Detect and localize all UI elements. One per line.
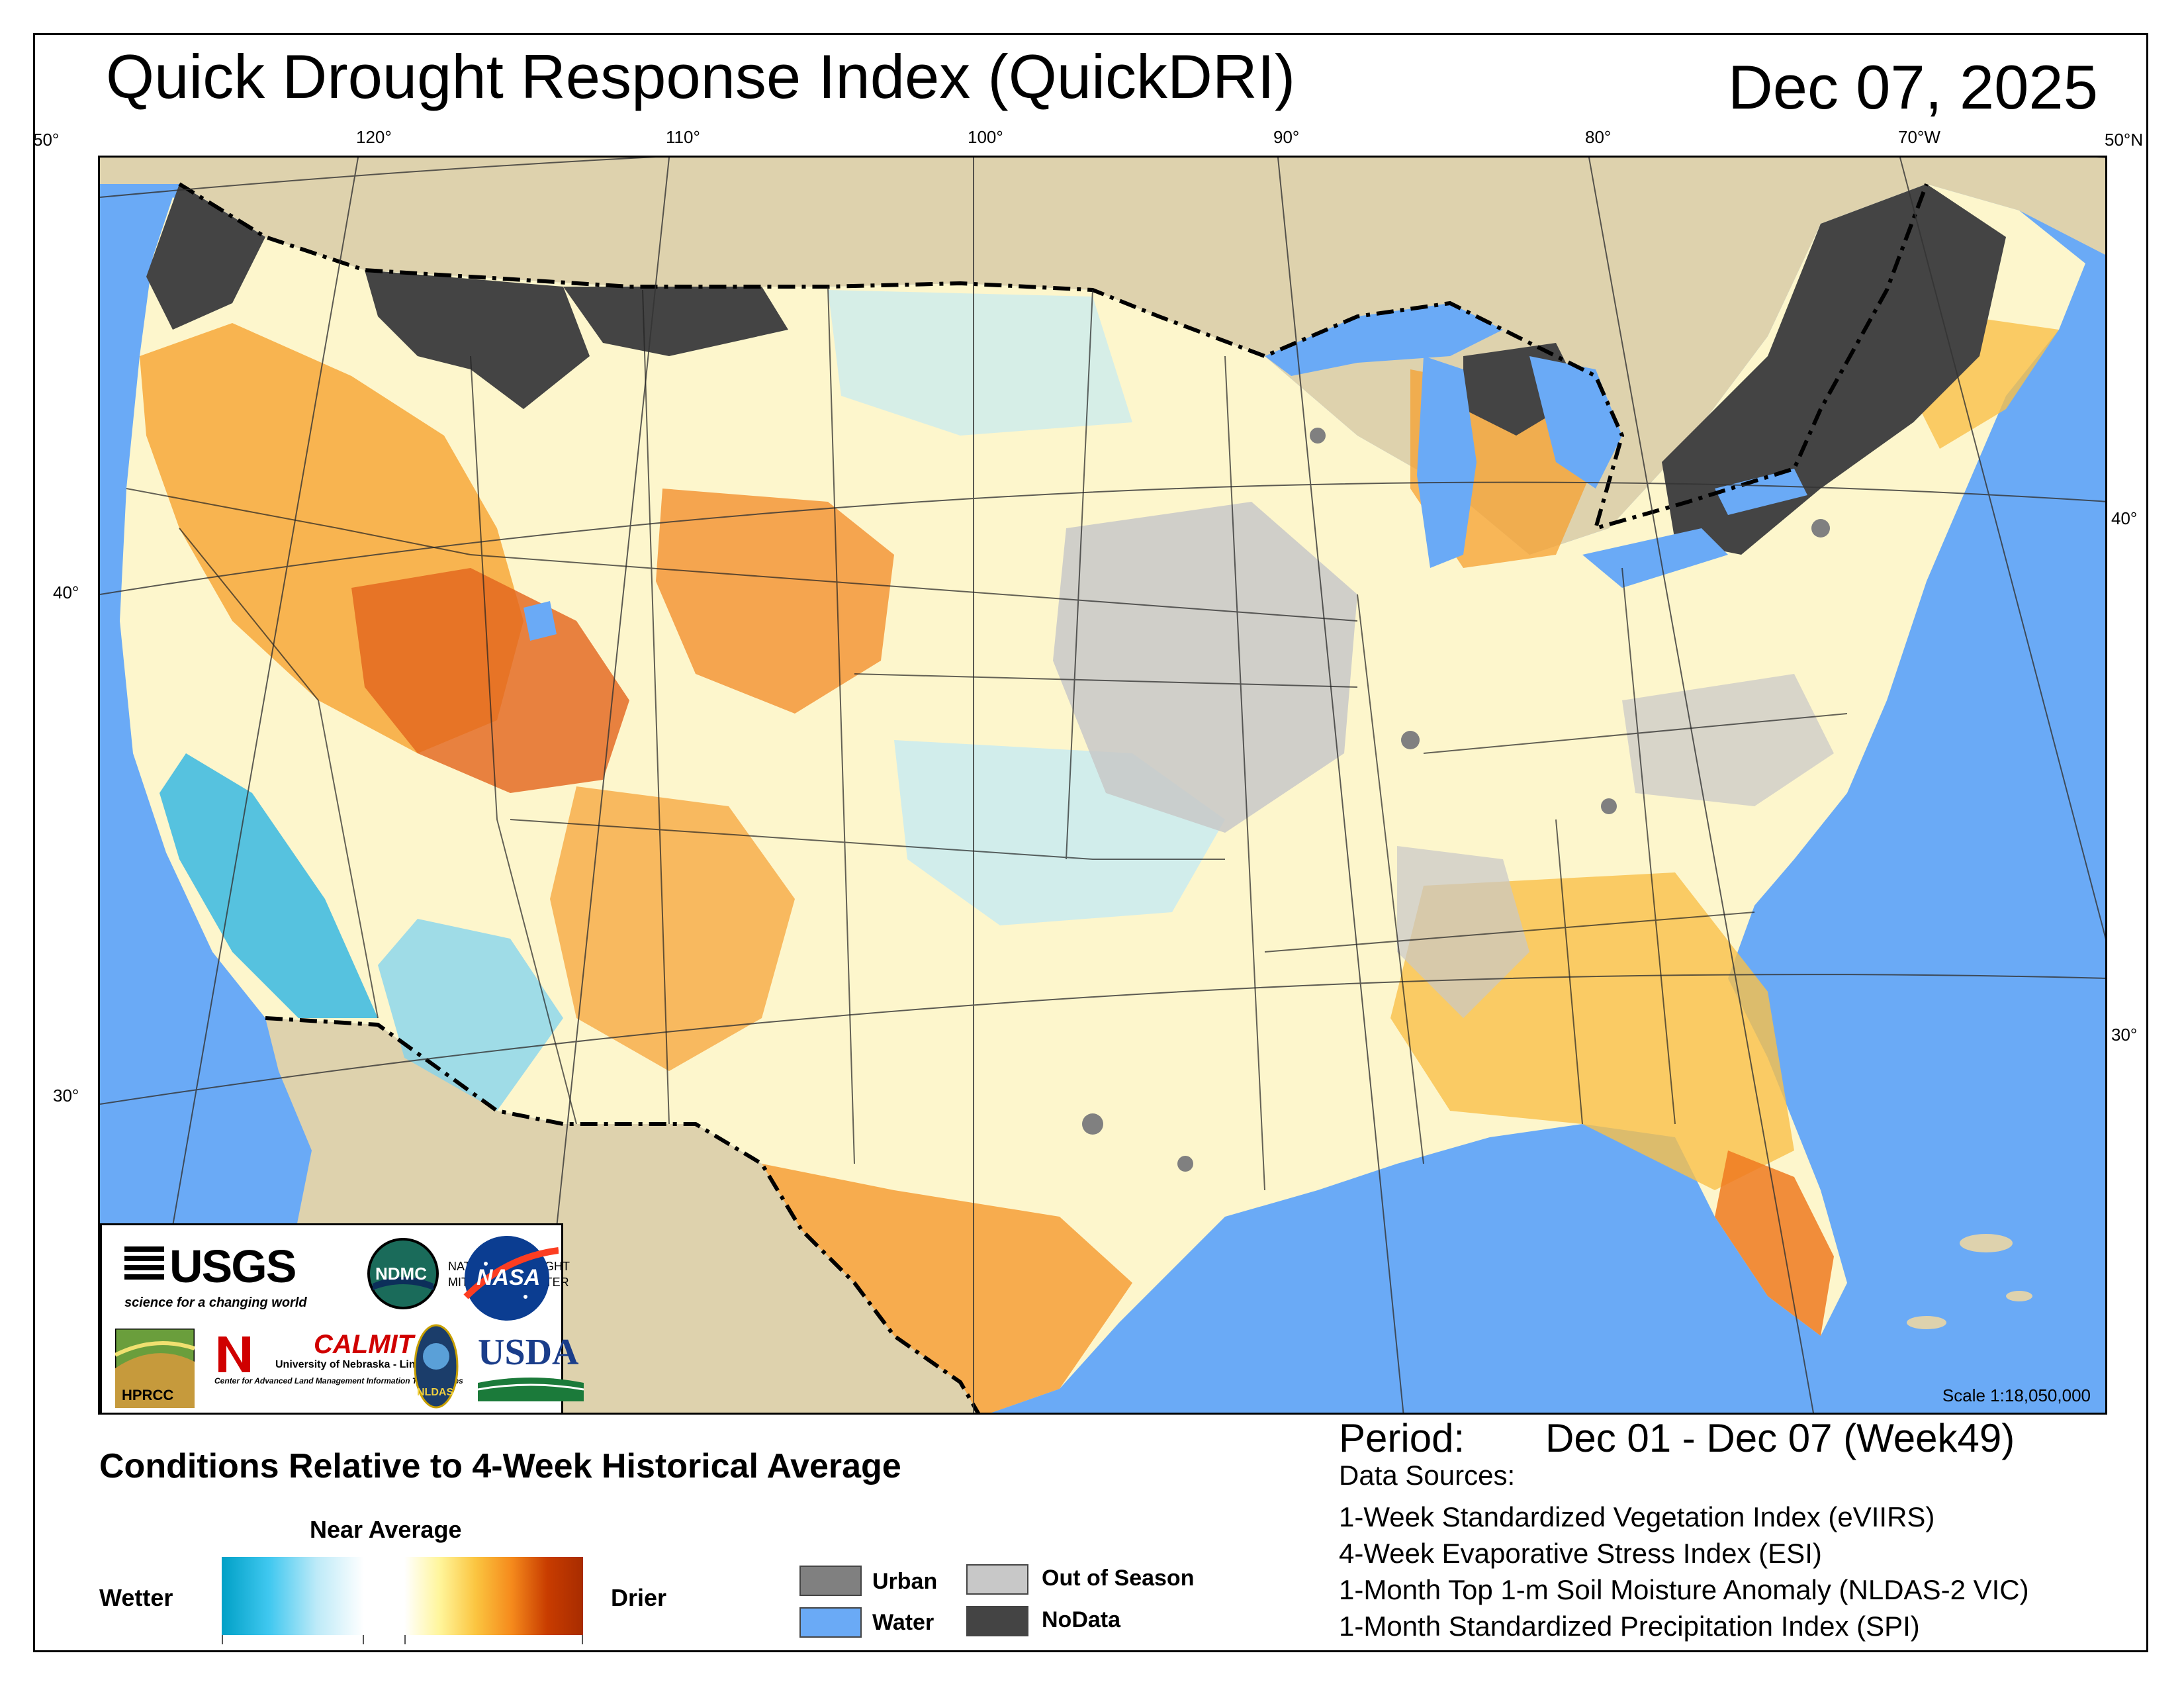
legend-label-nodata: NoData xyxy=(1042,1607,1121,1632)
legend-swatch-water xyxy=(799,1607,862,1638)
usda-field-icon xyxy=(478,1378,584,1401)
data-source-item: 1-Month Standardized Precipitation Index… xyxy=(1339,1611,1920,1642)
nodata-montana xyxy=(563,287,788,356)
nebraska-n-icon xyxy=(218,1336,250,1372)
drought-great-basin xyxy=(351,568,629,793)
legend-label-out-of-season: Out of Season xyxy=(1042,1566,1195,1591)
usda-wordmark: USDA xyxy=(478,1332,579,1373)
usgs-tagline: science for a changing world xyxy=(124,1295,307,1310)
lake-huron xyxy=(1529,356,1622,489)
lon-label-80: 80° xyxy=(1585,127,1612,147)
conus-map xyxy=(100,158,2105,1413)
lon-label-100: 100° xyxy=(968,127,1003,147)
nodata-northwest xyxy=(146,184,265,330)
legend-wetter: Wetter xyxy=(99,1584,173,1611)
lat-label-left-50: 50° xyxy=(33,130,60,150)
usda-logo[interactable]: USDA xyxy=(478,1331,584,1401)
map-date: Dec 07, 2025 xyxy=(1727,52,2098,122)
calmit-wordmark: CALMIT xyxy=(314,1330,414,1359)
nldas-badge-icon xyxy=(414,1324,459,1409)
nasa-meatball-icon xyxy=(463,1236,559,1321)
nasa-wordmark: NASA xyxy=(477,1265,541,1290)
wet-dakotas xyxy=(828,290,1132,436)
legend-near-average: Near Average xyxy=(310,1516,462,1543)
drought-colorado xyxy=(656,489,894,714)
legend-title: Conditions Relative to 4-Week Historical… xyxy=(99,1447,901,1485)
urban-areas xyxy=(1082,428,1830,1172)
nodata-rockies xyxy=(365,270,590,409)
period-value: Dec 01 - Dec 07 (Week49) xyxy=(1545,1416,2015,1460)
legend-tick xyxy=(404,1635,406,1644)
partner-logos: USGS science for a changing world NDMC N… xyxy=(100,1223,584,1413)
mexico-border xyxy=(265,1016,981,1413)
lat-label-right-30: 30° xyxy=(2111,1025,2138,1045)
lake-superior xyxy=(1265,303,1503,376)
lon-label-90: 90° xyxy=(1273,127,1300,147)
legend-tick xyxy=(363,1635,364,1644)
legend-swatch-urban xyxy=(799,1566,862,1596)
lon-label-70w: 70°W xyxy=(1898,127,1940,147)
great-salt-lake xyxy=(523,601,557,641)
drought-florida xyxy=(1715,1150,1834,1336)
legend-drier: Drier xyxy=(611,1584,667,1611)
legend-label-urban: Urban xyxy=(872,1569,938,1594)
ndmc-wordmark: NDMC xyxy=(375,1264,427,1284)
nldas-wordmark: NLDAS xyxy=(417,1387,454,1398)
out-of-season-midwest xyxy=(1053,502,1357,833)
data-source-item: 4-Week Evaporative Stress Index (ESI) xyxy=(1339,1538,1822,1569)
out-of-season-lowland xyxy=(1397,846,1529,1018)
lake-michigan xyxy=(1417,356,1477,568)
ndmc-seal-icon xyxy=(367,1238,439,1309)
legend-dry-ramp xyxy=(404,1557,583,1635)
graticule-lines xyxy=(100,158,2105,1413)
data-source-item: 1-Month Top 1-m Soil Moisture Anomaly (N… xyxy=(1339,1574,2029,1605)
lake-erie xyxy=(1582,528,1728,588)
lat-label-left-40: 40° xyxy=(53,583,79,602)
lat-label-left-30: 30° xyxy=(53,1086,79,1105)
map-panel[interactable]: USGS science for a changing world NDMC N… xyxy=(98,156,2107,1415)
data-sources-label: Data Sources: xyxy=(1339,1460,1516,1491)
out-of-season-ohio xyxy=(1622,674,1834,806)
calmit-line2: Center for Advanced Land Management Info… xyxy=(214,1376,463,1385)
map-scale: Scale 1:18,050,000 xyxy=(1942,1385,2091,1405)
usgs-wordmark: USGS xyxy=(169,1241,296,1292)
lat-label-right-50n: 50°N xyxy=(2105,130,2144,150)
lake-ontario xyxy=(1715,469,1807,515)
wet-california xyxy=(159,753,378,1018)
page-frame xyxy=(33,33,2148,1652)
state-borders xyxy=(126,286,1848,1191)
map-title: Quick Drought Response Index (QuickDRI) xyxy=(106,42,1296,111)
lon-label-110: 110° xyxy=(666,127,700,147)
bahamas xyxy=(1907,1234,2032,1329)
wet-arizona xyxy=(378,919,563,1111)
calmit-line1: University of Nebraska - Lincoln xyxy=(275,1359,437,1370)
period-label: Period: xyxy=(1339,1416,1465,1460)
usgs-mark-icon xyxy=(124,1246,164,1280)
legend-swatch-nodata xyxy=(966,1606,1028,1636)
hprcc-landscape-icon xyxy=(115,1329,195,1408)
data-source-item: 1-Week Standardized Vegetation Index (eV… xyxy=(1339,1501,1935,1532)
legend-tick xyxy=(222,1635,223,1644)
drought-texas xyxy=(762,1164,1132,1413)
legend-label-water: Water xyxy=(872,1610,934,1635)
legend-wet-ramp xyxy=(222,1557,364,1635)
canada-border xyxy=(178,182,1929,532)
nodata-great-lakes xyxy=(1662,184,2006,555)
legend-swatch-out-of-season xyxy=(966,1564,1028,1595)
drought-southwest xyxy=(550,786,795,1071)
hprcc-wordmark: HPRCC xyxy=(122,1387,174,1403)
lon-label-120: 120° xyxy=(356,127,392,147)
lat-label-right-40: 40° xyxy=(2111,508,2138,528)
legend-tick xyxy=(582,1635,583,1644)
